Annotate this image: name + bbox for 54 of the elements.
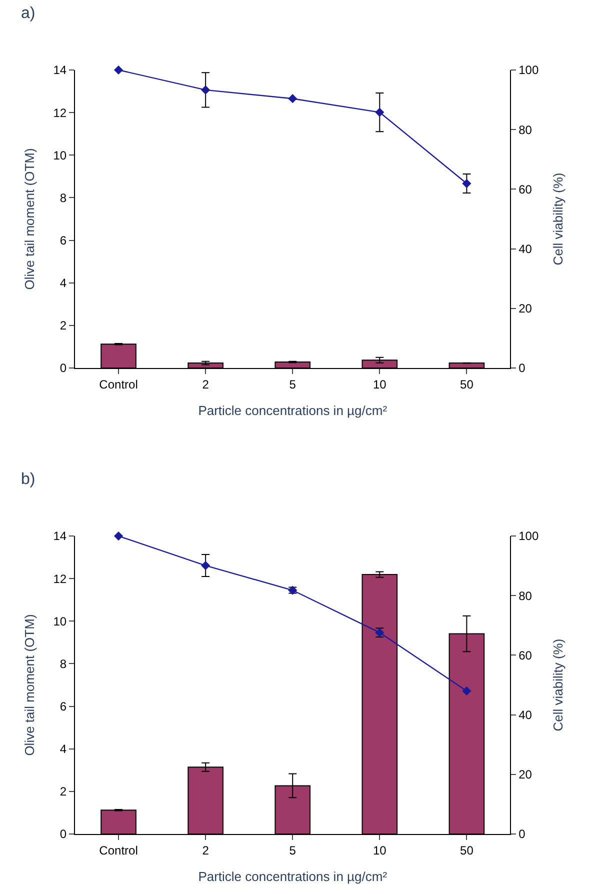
y-tick-label: 8: [60, 190, 67, 205]
point: [114, 531, 124, 541]
y-tick-label: 10: [53, 614, 67, 628]
point: [114, 65, 124, 75]
y-tick-label: 2: [60, 318, 67, 333]
y-axis-title: Olive tail moment (OTM): [22, 148, 38, 290]
y-tick-label: 0: [60, 361, 67, 376]
chart-title: a): [21, 5, 36, 22]
x-tick-label: 5: [289, 377, 296, 392]
y2-tick-label: 80: [518, 122, 532, 137]
y-tick-label: 0: [60, 827, 67, 842]
y2-tick-label: 60: [518, 182, 532, 196]
y2-axis-title: Cell viability (%): [550, 172, 566, 266]
x-tick-label: 50: [460, 843, 474, 858]
y2-tick-label: 80: [518, 588, 532, 603]
y2-tick-label: 100: [518, 529, 539, 544]
y-tick-label: 4: [60, 276, 67, 290]
y2-tick-label: 20: [518, 768, 532, 782]
y-tick-label: 4: [60, 742, 67, 756]
x-tick-label: Control: [99, 843, 138, 858]
y-tick-label: 8: [60, 656, 67, 671]
y-tick-label: 6: [60, 700, 67, 714]
y2-tick-label: 40: [518, 242, 532, 256]
y-tick-label: 6: [60, 233, 67, 248]
point: [375, 108, 384, 117]
point: [462, 178, 472, 188]
x-tick-label: 2: [202, 843, 210, 858]
y-tick-label: 12: [53, 106, 67, 120]
x-tick-label: 2: [202, 377, 210, 392]
y-tick-label: 14: [53, 63, 67, 78]
y-axis-title: Olive tail moment (OTM): [22, 614, 38, 756]
y2-tick-label: 0: [518, 827, 526, 842]
x-tick-label: 50: [460, 377, 474, 392]
y2-tick-label: 60: [518, 648, 532, 662]
x-axis-title: Particle concentrations in µg/cm²: [198, 869, 388, 884]
x-tick-label: 10: [372, 843, 387, 858]
y-tick-label: 12: [53, 572, 67, 586]
y2-tick-label: 100: [518, 63, 539, 78]
y-tick-label: 10: [53, 148, 67, 162]
x-tick-label: 10: [372, 377, 387, 392]
y2-tick-label: 40: [518, 708, 532, 722]
x-tick-label: Control: [99, 377, 138, 392]
y2-axis-title: Cell viability (%): [550, 638, 566, 732]
y2-tick-label: 0: [518, 361, 526, 376]
x-tick-label: 5: [289, 843, 296, 858]
x-axis-title: Particle concentrations in µg/cm²: [198, 402, 388, 418]
y-tick-label: 2: [60, 784, 67, 799]
point: [201, 560, 210, 570]
point: [288, 94, 298, 104]
point: [462, 686, 472, 696]
y2-tick-label: 20: [518, 302, 532, 316]
chart-title: b): [21, 471, 36, 488]
y-tick-label: 14: [53, 529, 67, 544]
point: [201, 85, 210, 95]
